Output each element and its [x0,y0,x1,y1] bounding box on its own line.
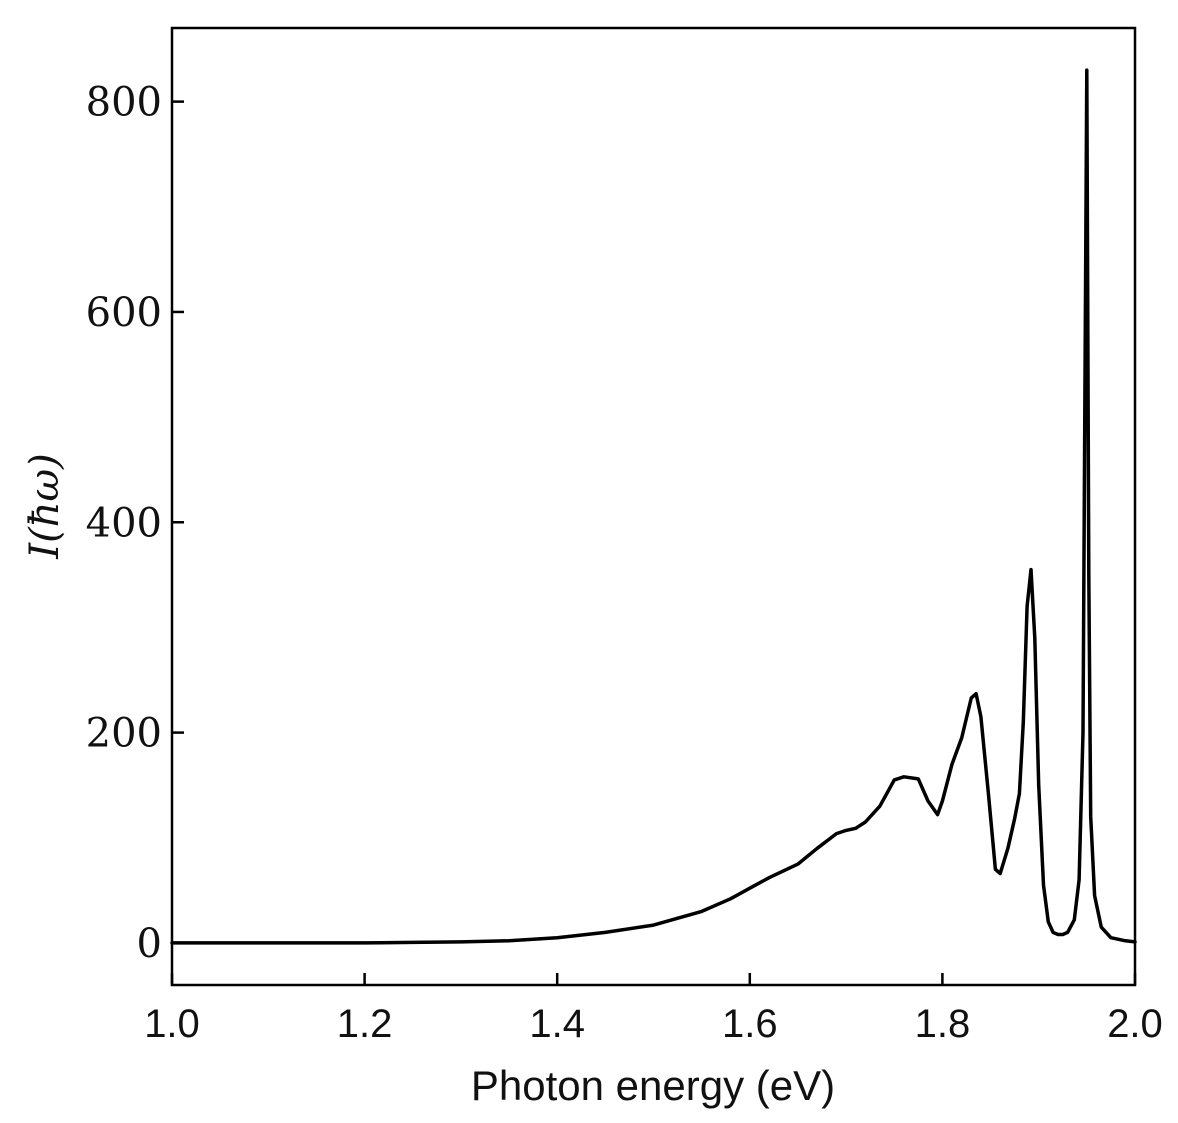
plot-frame [170,26,1137,987]
spectrum-line [170,68,1137,945]
y-tick-label: 200 [86,711,162,757]
y-tick-label: 800 [86,80,162,126]
x-tick-label: 1.2 [337,1002,393,1046]
plot-background [172,28,1135,985]
y-tick-label: 400 [86,500,162,546]
x-tick-label: 1.6 [722,1002,778,1046]
x-tick-label: 1.8 [915,1002,971,1046]
x-tick-label: 1.4 [529,1002,585,1046]
x-axis-ticks: 1.0 1.2 1.4 1.6 1.8 2.0 [144,973,1163,1046]
y-tick-label: 0 [137,921,162,967]
x-tick-label: 2.0 [1107,1002,1163,1046]
y-axis-ticks: 0 200 400 600 800 [86,80,184,967]
y-axis-title: I(ħω) [22,453,68,559]
x-tick-label: 1.0 [144,1002,200,1046]
x-axis-title: Photon energy (eV) [471,1062,835,1109]
y-tick-label: 600 [86,290,162,336]
